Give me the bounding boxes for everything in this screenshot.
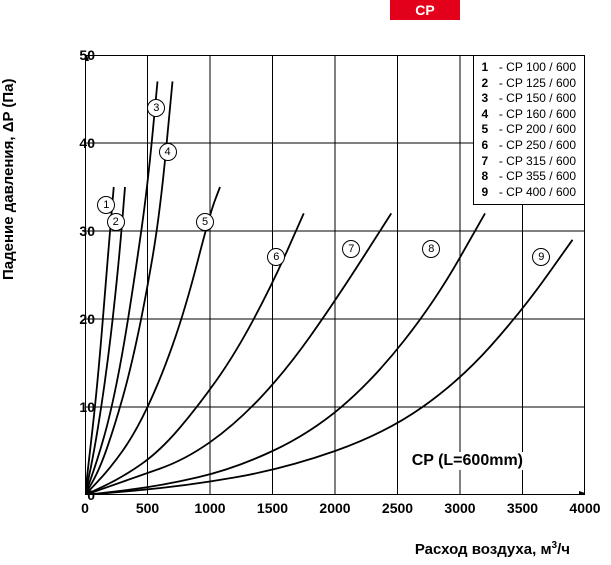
chart-title: CP (L=600mm) <box>410 452 525 470</box>
x-tick: 2500 <box>382 500 413 516</box>
x-tick: 4000 <box>569 500 600 516</box>
x-tick: 0 <box>81 500 89 516</box>
x-axis-label: Расход воздуха, м3/ч <box>415 540 570 558</box>
y-tick: 50 <box>79 47 95 63</box>
x-tick: 1500 <box>257 500 288 516</box>
legend-item: 7 - CP 315 / 600 <box>482 154 577 170</box>
legend-item: 9 - CP 400 / 600 <box>482 185 577 201</box>
plot-region: 1 - CP 100 / 6002 - CP 125 / 6003 - CP 1… <box>85 55 585 495</box>
x-tick: 3000 <box>444 500 475 516</box>
x-axis-label-pre: Расход воздуха, м <box>415 541 552 558</box>
x-tick: 1000 <box>194 500 225 516</box>
y-tick: 20 <box>79 311 95 327</box>
x-tick: 500 <box>136 500 159 516</box>
header-tab: CP <box>390 0 460 20</box>
chart-area: Падение давления, ΔP (Па) Расход воздуха… <box>10 30 600 560</box>
curve-marker-6: 6 <box>267 248 285 266</box>
chart-container: CP Падение давления, ΔP (Па) Расход возд… <box>0 0 611 565</box>
legend-item: 5 - CP 200 / 600 <box>482 122 577 138</box>
curve-marker-1: 1 <box>97 196 115 214</box>
legend-item: 3 - CP 150 / 600 <box>482 91 577 107</box>
y-tick: 10 <box>79 399 95 415</box>
legend-item: 1 - CP 100 / 600 <box>482 60 577 76</box>
legend-item: 6 - CP 250 / 600 <box>482 138 577 154</box>
curve-marker-9: 9 <box>532 248 550 266</box>
curve-marker-5: 5 <box>196 213 214 231</box>
y-tick: 30 <box>79 223 95 239</box>
legend-item: 8 - CP 355 / 600 <box>482 169 577 185</box>
legend-item: 4 - CP 160 / 600 <box>482 107 577 123</box>
curve-marker-8: 8 <box>422 240 440 258</box>
x-tick: 2000 <box>319 500 350 516</box>
curve-marker-4: 4 <box>159 143 177 161</box>
x-axis-label-post: /ч <box>557 541 570 558</box>
y-tick: 40 <box>79 135 95 151</box>
curve-marker-2: 2 <box>107 213 125 231</box>
legend-item: 2 - CP 125 / 600 <box>482 76 577 92</box>
x-tick: 3500 <box>507 500 538 516</box>
legend-box: 1 - CP 100 / 6002 - CP 125 / 6003 - CP 1… <box>473 55 586 205</box>
y-axis-label: Падение давления, ΔP (Па) <box>0 78 17 280</box>
curve-marker-3: 3 <box>147 99 165 117</box>
curve-marker-7: 7 <box>342 240 360 258</box>
